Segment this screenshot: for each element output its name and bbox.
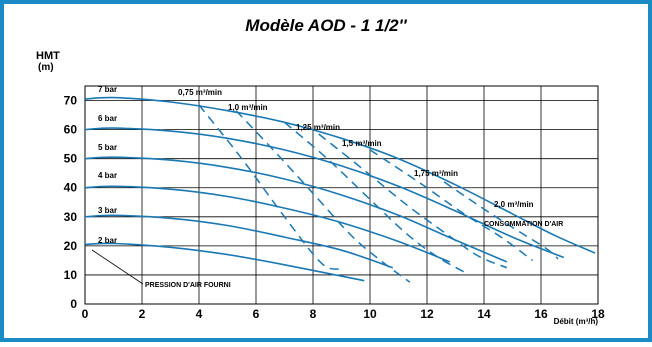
consumption-curve-2-0-m-min xyxy=(443,181,559,260)
consumption-curve-1-0-m-min xyxy=(235,110,411,283)
label-1-5-m3min: 1,5 m³/min xyxy=(342,139,382,148)
label-0-75-m3min: 0,75 m³/min xyxy=(178,88,222,97)
pressure-curve-3-bar xyxy=(84,214,394,269)
x-tick-label: 2 xyxy=(139,307,146,321)
label-3-bar: 3 bar xyxy=(98,206,117,215)
curve-labels: 7 bar 6 bar 5 bar 4 bar 3 bar 2 bar 0,75… xyxy=(91,85,563,289)
annotation-pression-air: PRESSION D'AIR FOURNI xyxy=(145,282,231,289)
y-tick-label: 10 xyxy=(64,268,78,282)
pressure-curves xyxy=(84,96,596,282)
label-2-0-m3min: 2,0 m³/min xyxy=(494,200,534,209)
consumption-curves xyxy=(198,104,559,283)
x-tick-label: 6 xyxy=(253,307,260,321)
consumption-curve-0-75-m-min xyxy=(198,104,342,270)
x-tick-label: 0 xyxy=(82,307,89,321)
x-tick-label: 4 xyxy=(196,307,203,321)
y-tick-label: 40 xyxy=(64,181,78,195)
x-tick-label: 16 xyxy=(534,307,548,321)
pressure-curve-4-bar xyxy=(84,185,451,263)
y-tick-label: 70 xyxy=(64,94,78,108)
y-axis-label: HMT xyxy=(36,50,60,62)
label-7-bar: 7 bar xyxy=(98,85,117,94)
x-axis-label: Débit (m³/h) xyxy=(554,317,599,326)
consumption-curve-1-25-m-min xyxy=(284,121,468,275)
axis-ticks: 0 2 4 6 8 10 12 14 16 18 0 10 20 30 40 50 60 70 xyxy=(64,94,605,321)
chart-title: Modèle AOD - 1 1/2'' xyxy=(245,16,407,35)
x-tick-label: 10 xyxy=(363,307,377,321)
pressure-curve-7-bar xyxy=(84,96,596,254)
label-6-bar: 6 bar xyxy=(98,114,117,123)
y-axis-unit: (m) xyxy=(38,62,54,73)
x-tick-label: 8 xyxy=(310,307,317,321)
x-tick-label: 18 xyxy=(591,307,605,321)
label-1-0-m3min: 1,0 m³/min xyxy=(228,103,268,112)
x-tick-label: 14 xyxy=(477,307,491,321)
annotation-consommation-air: CONSOMMATION D'AIR xyxy=(484,221,563,228)
y-tick-label: 20 xyxy=(64,239,78,253)
pressure-curve-2-bar xyxy=(84,242,365,282)
label-4-bar: 4 bar xyxy=(98,171,117,180)
label-1-25-m3min: 1,25 m³/min xyxy=(296,123,340,132)
annotation-leader-line xyxy=(91,249,144,285)
y-tick-label: 50 xyxy=(64,152,78,166)
label-2-bar: 2 bar xyxy=(98,236,117,245)
pressure-curve-5-bar xyxy=(84,156,508,263)
consumption-curve-1-75-m-min xyxy=(369,149,533,262)
consumption-curve-1-5-m-min xyxy=(318,133,508,269)
pressure-curve-6-bar xyxy=(84,127,565,259)
y-tick-label: 0 xyxy=(70,297,77,311)
y-tick-label: 30 xyxy=(64,210,78,224)
x-tick-label: 12 xyxy=(420,307,434,321)
label-5-bar: 5 bar xyxy=(98,143,117,152)
y-tick-label: 60 xyxy=(64,123,78,137)
label-1-75-m3min: 1,75 m³/min xyxy=(414,169,458,178)
